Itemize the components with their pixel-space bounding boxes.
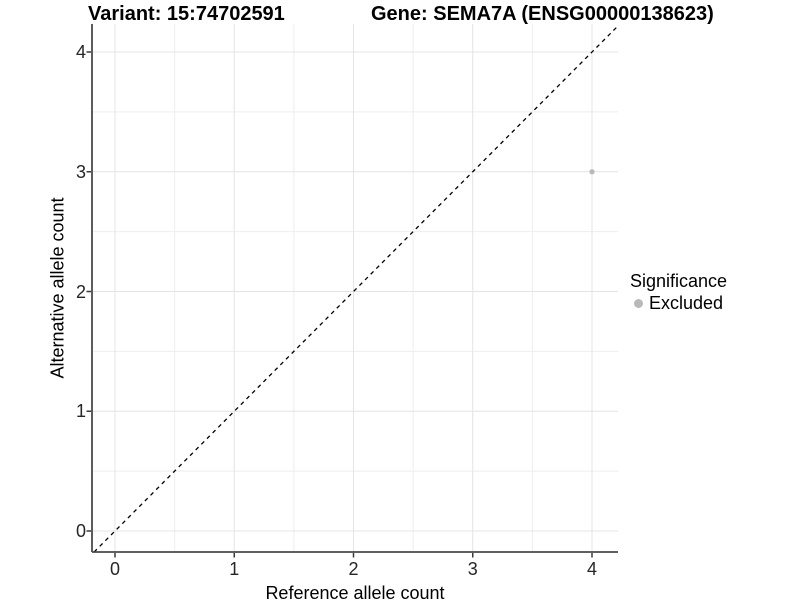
x-tick-label: 1 bbox=[229, 559, 240, 579]
y-tick-label: 1 bbox=[75, 401, 86, 422]
x-tick-label: 3 bbox=[467, 559, 478, 579]
legend-point-icon bbox=[634, 298, 643, 308]
data-point bbox=[589, 169, 595, 175]
legend-item: Excluded bbox=[634, 292, 727, 314]
x-tick-label: 4 bbox=[586, 559, 598, 579]
y-tick-label: 2 bbox=[75, 281, 86, 302]
legend-items: Excluded bbox=[630, 292, 727, 314]
y-tick-label: 0 bbox=[75, 521, 86, 541]
variant-title: Variant: 15:74702591 bbox=[88, 3, 285, 25]
gene-title: Gene: SEMA7A (ENSG00000138623) bbox=[371, 3, 714, 25]
x-tick-label: 2 bbox=[348, 559, 359, 579]
y-axis-title: Alternative allele count bbox=[47, 197, 68, 379]
x-tick-label: 0 bbox=[109, 559, 121, 579]
identity-dashed-line bbox=[93, 25, 619, 553]
legend-title: Significance bbox=[630, 271, 728, 291]
legend-item-label: Excluded bbox=[649, 292, 724, 313]
x-axis-title: Reference allele count bbox=[265, 583, 445, 600]
legend: Significance Excluded bbox=[630, 270, 727, 314]
y-tick-label: 4 bbox=[75, 42, 86, 62]
y-tick-label: 3 bbox=[75, 161, 86, 182]
